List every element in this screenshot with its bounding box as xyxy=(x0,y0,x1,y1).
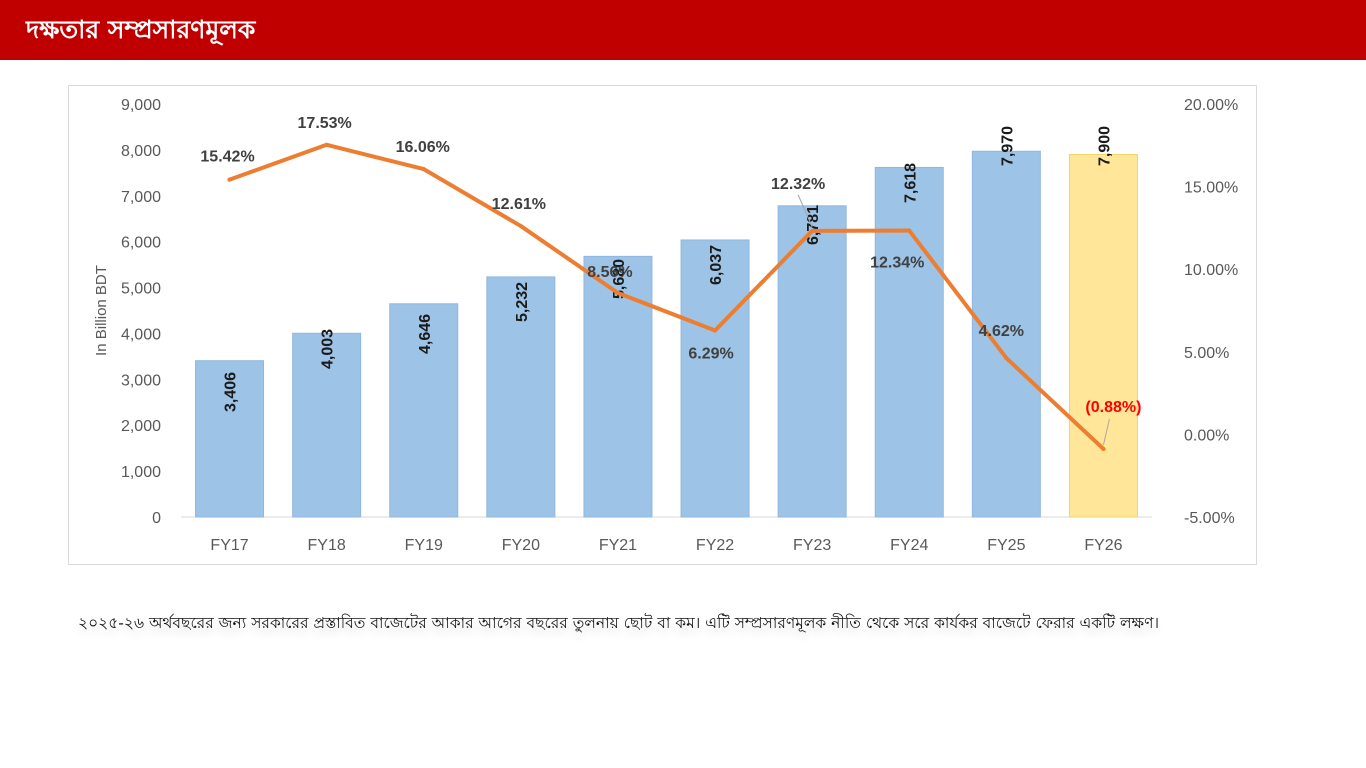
growth-line xyxy=(227,142,1106,451)
x-tick-label: FY19 xyxy=(405,537,443,554)
growth-label: (0.88%) xyxy=(1085,399,1141,416)
growth-point xyxy=(227,177,232,182)
y-tick-label: 3,000 xyxy=(121,372,161,389)
growth-label: 17.53% xyxy=(298,115,352,132)
y2-tick-label: 10.00% xyxy=(1184,262,1238,279)
y-axis-title: In Billion BDT xyxy=(93,265,110,356)
bar-value-label: 3,406 xyxy=(223,372,240,412)
growth-label: 16.06% xyxy=(396,139,450,156)
bar-fy19 xyxy=(389,303,459,518)
y2-tick-label: 15.00% xyxy=(1184,180,1238,197)
growth-label: 12.34% xyxy=(870,255,924,272)
y-tick-label: 8,000 xyxy=(121,143,161,160)
y-tick-label: 0 xyxy=(152,510,161,527)
label-leader-line xyxy=(1102,418,1110,446)
y-tick-label: 1,000 xyxy=(121,464,161,481)
bar-fy22 xyxy=(680,239,750,518)
bar-value-label: 6,037 xyxy=(708,245,725,285)
y-tick-label: 7,000 xyxy=(121,189,161,206)
chart-container: 0 1,000 2,000 3,000 4,000 5,000 6,000 7,000 8,00… xyxy=(68,85,1257,565)
growth-point xyxy=(324,142,329,147)
y2-tick-label: 0.00% xyxy=(1184,427,1229,444)
x-tick-label: FY22 xyxy=(696,537,734,554)
bar-fy26 xyxy=(1068,153,1138,518)
y-tick-label: 4,000 xyxy=(121,326,161,343)
bar-fy24 xyxy=(874,166,944,518)
x-tick-label: FY18 xyxy=(308,537,346,554)
growth-point xyxy=(810,228,815,233)
caption-text: ২০২৫-২৬ অর্থবছরের জন্য সরকারের প্রস্তাবি… xyxy=(78,614,1160,632)
growth-label: 12.32% xyxy=(771,176,825,193)
growth-label: 4.62% xyxy=(979,323,1024,340)
growth-point xyxy=(1004,356,1009,361)
x-tick-label: FY25 xyxy=(987,537,1025,554)
x-tick-label: FY24 xyxy=(890,537,928,554)
bar-fy17 xyxy=(195,360,265,518)
bar-fy23 xyxy=(777,205,847,518)
bar-fy25 xyxy=(971,150,1041,518)
bar-value-label: 7,970 xyxy=(999,126,1016,166)
y-tick-label: 2,000 xyxy=(121,418,161,435)
bar-value-label: 4,003 xyxy=(320,329,337,369)
growth-point xyxy=(615,290,620,295)
x-tick-label: FY20 xyxy=(502,537,540,554)
growth-label: 6.29% xyxy=(688,345,733,362)
y2-tick-label: -5.00% xyxy=(1184,510,1235,527)
bar-value-label: 7,900 xyxy=(1096,126,1113,166)
growth-label: 8.56% xyxy=(587,264,632,281)
bar-value-label: 4,646 xyxy=(417,314,434,354)
growth-point xyxy=(421,167,426,172)
bar-value-label: 6,781 xyxy=(805,205,822,245)
combo-chart: 0 1,000 2,000 3,000 4,000 5,000 6,000 7,000 8,00… xyxy=(93,97,1238,554)
y-tick-label: 9,000 xyxy=(121,97,161,114)
y2-tick-label: 5.00% xyxy=(1184,345,1229,362)
growth-point xyxy=(1101,446,1106,451)
x-tick-label: FY17 xyxy=(210,537,248,554)
growth-label: 15.42% xyxy=(200,149,254,166)
growth-point xyxy=(518,224,523,229)
y-tick-label: 5,000 xyxy=(121,281,161,298)
header-bar: দক্ষতার সম্প্রসারণমূলক xyxy=(0,0,1366,60)
growth-point xyxy=(713,328,718,333)
growth-point xyxy=(907,228,912,233)
x-tick-label: FY21 xyxy=(599,537,637,554)
y2-tick-label: 20.00% xyxy=(1184,97,1238,114)
x-tick-label: FY23 xyxy=(793,537,831,554)
x-tick-label: FY26 xyxy=(1084,537,1122,554)
page-title: দক্ষতার সম্প্রসারণমূলক xyxy=(26,15,256,44)
label-leader-line xyxy=(797,194,813,228)
bar-fy20 xyxy=(486,276,556,518)
bar-fy18 xyxy=(292,332,362,518)
y-tick-label: 6,000 xyxy=(121,235,161,252)
growth-label: 12.61% xyxy=(492,196,546,213)
bar-value-label: 5,232 xyxy=(514,282,531,322)
bar-value-label: 7,618 xyxy=(902,163,919,203)
